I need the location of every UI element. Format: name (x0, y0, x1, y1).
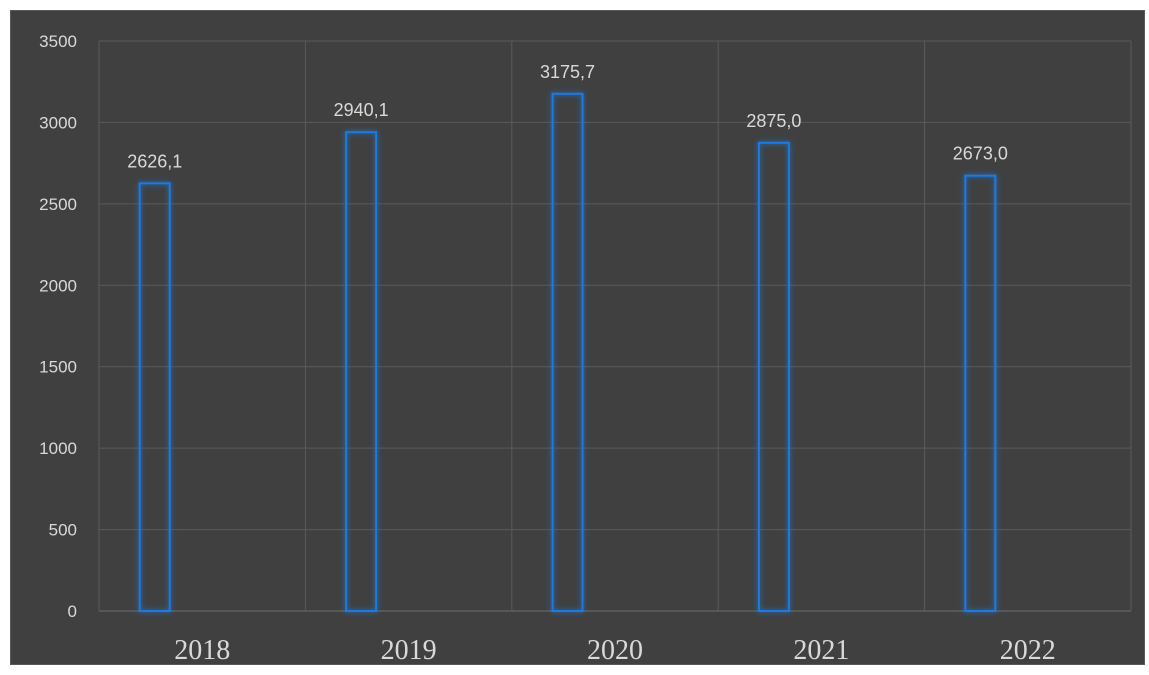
category-label-2022: 2022 (1000, 635, 1056, 666)
y-tick-label: 1500 (39, 358, 77, 377)
bars-layer (138, 92, 997, 613)
bar-2019 (345, 131, 378, 612)
y-tick-label: 0 (68, 602, 77, 621)
data-label-2019: 2940,1 (334, 100, 389, 120)
data-label-2020: 3175,7 (540, 62, 595, 82)
data-label-2021: 2875,0 (746, 111, 801, 131)
bar-2022 (964, 174, 997, 612)
x-axis-category-labels: 2018 2019 2020 2021 2022 (174, 635, 1056, 666)
y-tick-label: 1000 (39, 439, 77, 458)
y-tick-label: 3000 (39, 113, 77, 132)
category-label-2019: 2019 (381, 635, 437, 666)
y-tick-label: 2500 (39, 195, 77, 214)
y-axis-tick-labels: 0 500 1000 1500 2000 2500 3000 3500 (39, 32, 77, 621)
data-labels-layer: 2626,1 2940,1 3175,7 2875,0 2673,0 (127, 62, 1008, 172)
bar-2020 (551, 92, 584, 612)
bar-2018 (138, 182, 171, 612)
bar-chart: 0 500 1000 1500 2000 2500 3000 3500 2626,1 2940,… (39, 32, 1132, 666)
category-label-2020: 2020 (587, 635, 643, 666)
data-label-2018: 2626,1 (127, 151, 182, 171)
chart-frame: 0 500 1000 1500 2000 2500 3000 3500 2626,1 2940,… (10, 10, 1145, 666)
grid-layer (98, 40, 1132, 612)
y-tick-label: 500 (49, 521, 77, 540)
y-tick-label: 3500 (39, 32, 77, 51)
data-label-2022: 2673,0 (953, 144, 1008, 164)
category-label-2018: 2018 (174, 635, 230, 666)
bar-2021 (757, 141, 790, 613)
category-label-2021: 2021 (793, 635, 849, 666)
y-tick-label: 2000 (39, 276, 77, 295)
